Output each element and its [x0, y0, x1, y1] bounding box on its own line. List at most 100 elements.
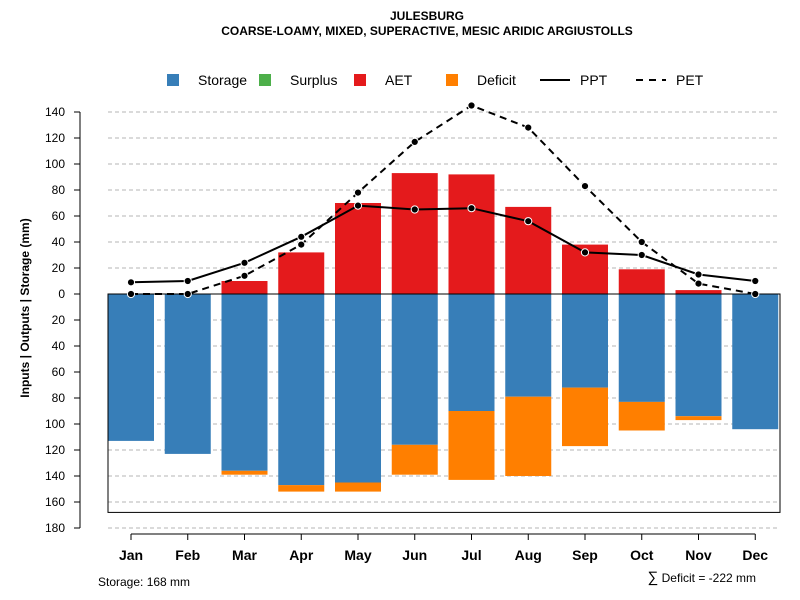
pet-point [524, 123, 533, 132]
legend-swatch [354, 74, 366, 86]
aet-bar [448, 174, 495, 294]
x-tick-label: Aug [515, 547, 542, 563]
storage-bar [278, 294, 325, 486]
y-tick-label: 120 [45, 131, 65, 145]
ppt-point [751, 276, 760, 286]
sum-symbol: ∑ [647, 569, 659, 586]
pet-point [353, 188, 363, 197]
x-tick-label: May [344, 547, 371, 563]
ppt-point [183, 276, 192, 286]
storage-bar [675, 294, 722, 417]
ppt-point [297, 232, 306, 241]
deficit-bar [221, 470, 268, 475]
storage-capacity-box [107, 293, 781, 513]
legend: Storage Surplus AET Deficit PPT PET [167, 72, 704, 88]
pet-point [751, 289, 760, 299]
aet-bar [675, 290, 722, 294]
legend-swatch [167, 74, 179, 86]
gridlines [108, 111, 780, 529]
y-tick-label: 60 [52, 365, 66, 379]
ppt-point [524, 217, 533, 226]
pet-point [240, 271, 249, 280]
y-tick-label: 100 [45, 417, 65, 431]
legend-label: Surplus [290, 72, 337, 88]
x-tick-label: Jan [119, 547, 143, 563]
y-tick-label: 140 [45, 105, 65, 119]
aet-bar [278, 252, 325, 294]
ppt-line [130, 204, 756, 284]
legend-label: AET [385, 72, 413, 88]
deficit-bar [675, 416, 722, 421]
pet-point [694, 279, 703, 288]
ppt-point [126, 278, 136, 287]
y-tick-label: 180 [45, 521, 65, 535]
storage-bar [562, 294, 608, 388]
deficit-total: Deficit = -222 mm [661, 571, 756, 585]
aet-bar [618, 269, 665, 294]
y-tick-label: 40 [52, 235, 66, 249]
pet-point [297, 240, 306, 249]
bars [108, 173, 779, 492]
y-tick-label: 80 [52, 391, 66, 405]
aet-bar [221, 281, 268, 294]
y-tick-label: 160 [45, 495, 65, 509]
x-tick-label: Dec [742, 547, 768, 563]
y-tick-label: 20 [52, 261, 66, 275]
ppt-point [240, 258, 249, 267]
pet-point [637, 237, 646, 247]
storage-bar [164, 294, 211, 454]
legend-label: PET [676, 72, 704, 88]
storage-bar [221, 294, 268, 471]
legend-swatch [446, 74, 458, 86]
aet-bar [335, 203, 381, 294]
deficit-bar [278, 485, 325, 492]
ppt-point [580, 248, 590, 257]
legend-swatch [259, 74, 271, 86]
y-axis-label: Inputs | Outputs | Storage (mm) [18, 218, 32, 397]
storage-bar [618, 294, 665, 402]
x-tick-label: Sep [572, 547, 598, 563]
axes: 140 120 100 80 60 40 20 0 20 40 60 80 100 120 140 160 18… [45, 105, 768, 563]
storage-note: Storage: 168 mm [98, 575, 191, 589]
pet-line [131, 104, 756, 295]
deficit-bar [335, 482, 381, 492]
storage-bar [732, 294, 779, 430]
lines [126, 101, 760, 299]
legend-label: Deficit [477, 72, 516, 88]
deficit-bar [505, 396, 552, 476]
ppt-point [637, 250, 646, 260]
deficit-bar [562, 387, 608, 447]
deficit-note: ∑ Deficit = -222 mm [648, 569, 756, 586]
pet-point [467, 101, 476, 110]
pet-point [580, 182, 590, 191]
pet-point [126, 289, 136, 299]
aet-bar [391, 173, 438, 294]
x-tick-label: Jun [402, 547, 427, 563]
deficit-bar [448, 411, 495, 480]
y-tick-label: 140 [45, 469, 65, 483]
ppt-point [694, 270, 703, 279]
ppt-point [467, 204, 476, 213]
x-tick-label: Oct [630, 547, 654, 563]
x-tick-label: Mar [232, 547, 257, 563]
deficit-bar [618, 401, 665, 431]
x-tick-label: Nov [685, 547, 712, 563]
x-tick-label: Apr [289, 547, 314, 563]
legend-label: PPT [580, 72, 608, 88]
legend-label: Storage [198, 72, 247, 88]
ppt-point [353, 201, 363, 210]
y-tick-label: 0 [58, 287, 65, 301]
x-tick-label: Jul [461, 547, 481, 563]
storage-bar [391, 294, 438, 445]
chart-subtitle: COARSE-LOAMY, MIXED, SUPERACTIVE, MESIC … [221, 24, 633, 38]
pet-point [183, 289, 192, 299]
storage-bar [505, 294, 552, 397]
y-tick-label: 60 [52, 209, 66, 223]
ppt-point [410, 205, 419, 214]
y-tick-label: 120 [45, 443, 65, 457]
plot-frame [107, 293, 781, 513]
pet-point [410, 137, 419, 146]
storage-bar [335, 294, 381, 483]
y-tick-label: 40 [52, 339, 66, 353]
